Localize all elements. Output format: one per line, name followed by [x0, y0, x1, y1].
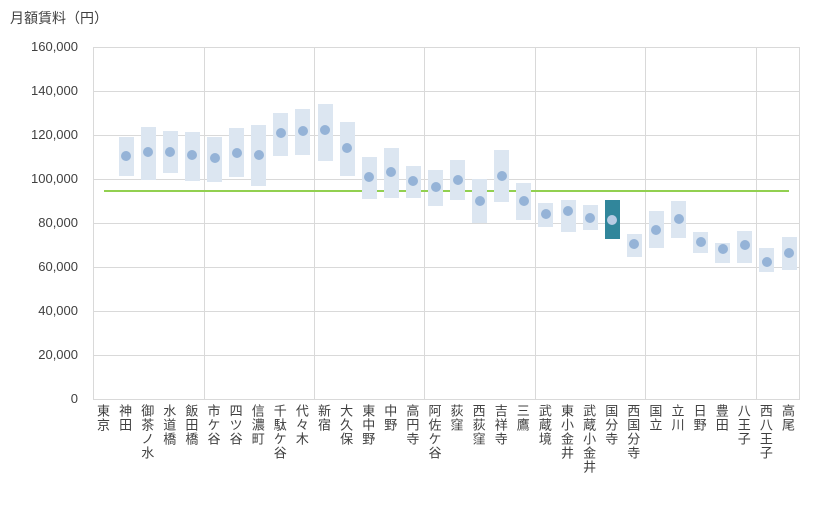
median-dot: [673, 213, 684, 224]
x-axis-label: 神田: [117, 404, 133, 432]
y-axis-label: 40,000: [38, 303, 78, 318]
median-dot: [629, 238, 640, 249]
median-dot: [717, 244, 728, 255]
x-axis-label: 市ケ谷: [205, 404, 221, 446]
x-axis-label: 武蔵小金井: [581, 404, 597, 474]
x-axis-label: 西荻窪: [470, 404, 486, 446]
gridline-vertical: [203, 47, 205, 399]
gridline-horizontal: [93, 311, 800, 312]
x-axis-label: 千駄ケ谷: [271, 404, 287, 460]
x-axis-label: 立川: [669, 404, 685, 432]
y-axis-label: 60,000: [38, 259, 78, 274]
chart-title: 月額賃料（円）: [10, 10, 108, 26]
x-axis-label: 東中野: [360, 404, 376, 446]
median-dot: [761, 256, 772, 267]
median-dot: [496, 170, 507, 181]
x-axis-label: 西国分寺: [625, 404, 641, 460]
median-dot: [585, 212, 596, 223]
y-axis-label: 160,000: [31, 39, 78, 54]
y-axis-label: 20,000: [38, 347, 78, 362]
gridline-horizontal: [93, 355, 800, 356]
x-axis-label: 信濃町: [249, 404, 265, 446]
x-axis-label: 新宿: [316, 404, 331, 432]
reference-line: [104, 190, 789, 193]
y-axis-label: 0: [70, 391, 78, 406]
median-dot: [408, 176, 419, 187]
median-dot: [121, 150, 132, 161]
gridline-horizontal: [93, 267, 800, 268]
gridline-horizontal: [93, 91, 800, 92]
median-dot: [297, 125, 308, 136]
gridline-vertical: [93, 47, 94, 399]
median-dot: [143, 146, 154, 157]
median-dot: [518, 196, 529, 206]
gridline-vertical: [424, 47, 426, 399]
x-axis-label: 荻窪: [448, 404, 464, 432]
median-dot: [275, 127, 286, 138]
x-axis-label: 三鷹: [514, 404, 530, 432]
gridline-vertical: [534, 47, 536, 399]
x-axis-label: 水道橋: [161, 404, 177, 446]
x-axis-label: 四ツ谷: [227, 404, 243, 446]
x-axis-label: 豊田: [713, 404, 729, 432]
x-axis-label: 東小金井: [559, 404, 574, 460]
median-dot: [540, 209, 551, 220]
median-dot: [386, 167, 397, 178]
x-axis-label: 東京: [95, 404, 110, 432]
x-axis-label: 八王子: [735, 404, 751, 446]
x-axis-label: 西八王子: [757, 404, 773, 460]
x-axis-label: 御茶ノ水: [139, 404, 155, 460]
gridline-horizontal: [93, 223, 800, 224]
gridline-vertical: [755, 47, 757, 399]
x-axis-label: 国立: [647, 404, 663, 432]
x-axis-label: 代々木: [293, 404, 309, 446]
y-axis-label: 120,000: [31, 127, 78, 142]
median-dot: [209, 153, 220, 164]
x-axis-label: 国分寺: [603, 404, 619, 446]
median-dot: [165, 146, 176, 157]
median-dot: [651, 224, 662, 235]
median-dot: [231, 147, 242, 158]
plot-area: [93, 47, 800, 400]
gridline-horizontal: [93, 179, 800, 180]
x-axis-label: 武蔵境: [536, 404, 552, 446]
x-axis-label: 飯田橋: [183, 404, 199, 446]
x-axis-label: 高円寺: [404, 404, 420, 446]
x-axis-label: 大久保: [338, 404, 354, 446]
x-axis-label: 高尾: [780, 404, 795, 432]
median-dot: [784, 247, 794, 258]
gridline-vertical: [645, 47, 647, 399]
median-dot: [320, 124, 330, 135]
median-dot: [364, 171, 375, 182]
median-dot: [430, 181, 441, 192]
x-axis-label: 阿佐ケ谷: [426, 404, 442, 460]
median-dot: [695, 236, 706, 247]
median-dot: [253, 149, 264, 160]
plot-right-border: [799, 47, 800, 399]
gridline-horizontal: [93, 47, 800, 48]
median-dot: [563, 205, 573, 216]
median-dot: [452, 175, 463, 186]
x-axis-label: 日野: [691, 404, 707, 432]
median-dot: [739, 240, 750, 250]
median-dot: [187, 149, 198, 160]
y-axis-label: 100,000: [31, 171, 78, 186]
median-dot: [607, 214, 618, 225]
x-axis-label: 吉祥寺: [492, 404, 508, 446]
x-axis-label: 中野: [382, 404, 398, 432]
gridline-horizontal: [93, 399, 800, 400]
median-dot: [474, 196, 485, 206]
gridline-horizontal: [93, 135, 800, 136]
y-axis-label: 80,000: [38, 215, 78, 230]
gridline-vertical: [313, 47, 315, 399]
median-dot: [342, 143, 353, 154]
y-axis-label: 140,000: [31, 83, 78, 98]
